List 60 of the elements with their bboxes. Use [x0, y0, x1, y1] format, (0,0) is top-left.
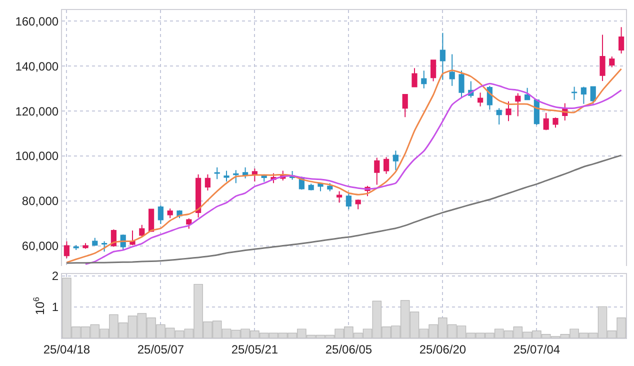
- candlestick: [478, 92, 484, 107]
- candlestick: [102, 240, 108, 252]
- candlestick: [204, 174, 210, 192]
- y-tick-label: 2: [52, 269, 59, 284]
- candlestick: [92, 237, 98, 246]
- candlestick: [308, 183, 314, 191]
- candlestick: [64, 240, 70, 259]
- candlestick: [458, 70, 464, 98]
- candlestick: [374, 157, 380, 186]
- y-tick-label: 100,000: [15, 149, 59, 164]
- candlestick: [327, 182, 333, 192]
- y-tick-label: 160,000: [15, 14, 59, 28]
- x-tick-label: 25/04/18: [43, 342, 90, 356]
- x-tick-label: 25/06/05: [325, 342, 372, 356]
- candlestick: [449, 54, 455, 86]
- y-tick-label: 120,000: [15, 104, 59, 118]
- candlestick: [158, 204, 164, 225]
- candlestick: [600, 34, 606, 82]
- y-tick-label: 80,000: [22, 194, 59, 208]
- x-tick-label: 25/06/20: [419, 342, 466, 356]
- candlestick: [73, 244, 79, 251]
- candlestick: [496, 108, 502, 126]
- candlestick: [402, 94, 408, 118]
- x-tick-label: 25/05/21: [231, 342, 278, 356]
- candlestick: [355, 199, 361, 210]
- x-tick-label: 25/05/07: [137, 342, 184, 356]
- candlestick: [148, 208, 154, 232]
- candlestick: [214, 166, 220, 180]
- candlestick: [186, 218, 192, 230]
- candlestick: [412, 68, 418, 88]
- candlestick: [609, 56, 615, 68]
- candlestick: [392, 150, 398, 171]
- candlestick: [318, 182, 324, 192]
- candlestick: [167, 208, 173, 219]
- candlestick: [139, 224, 145, 238]
- candlestick: [572, 86, 578, 100]
- candlestick: [224, 170, 230, 182]
- candlestick: [421, 70, 427, 89]
- candlestick: [552, 117, 558, 128]
- x-tick-label: 25/07/04: [513, 342, 560, 356]
- candlestick: [543, 112, 549, 131]
- candlestick: [506, 100, 512, 122]
- y-tick-label: 60,000: [22, 238, 59, 253]
- y-tick-label: 1: [52, 300, 59, 314]
- line-series: [66, 154, 622, 264]
- candlestick: [242, 166, 248, 179]
- candlestick: [233, 170, 239, 184]
- candlestick: [430, 60, 436, 82]
- y-tick-label: 140,000: [15, 59, 59, 74]
- candlestick: [336, 190, 342, 204]
- candlestick: [130, 230, 136, 246]
- candlestick: [515, 92, 521, 117]
- candlestick: [524, 87, 530, 100]
- candlestick: [440, 32, 446, 80]
- candlestick: [618, 26, 624, 54]
- candlestick: [384, 156, 390, 174]
- candlestick: [196, 174, 202, 218]
- candlestick: [82, 242, 88, 250]
- candlestick: [346, 192, 352, 210]
- candlestick: [580, 86, 586, 104]
